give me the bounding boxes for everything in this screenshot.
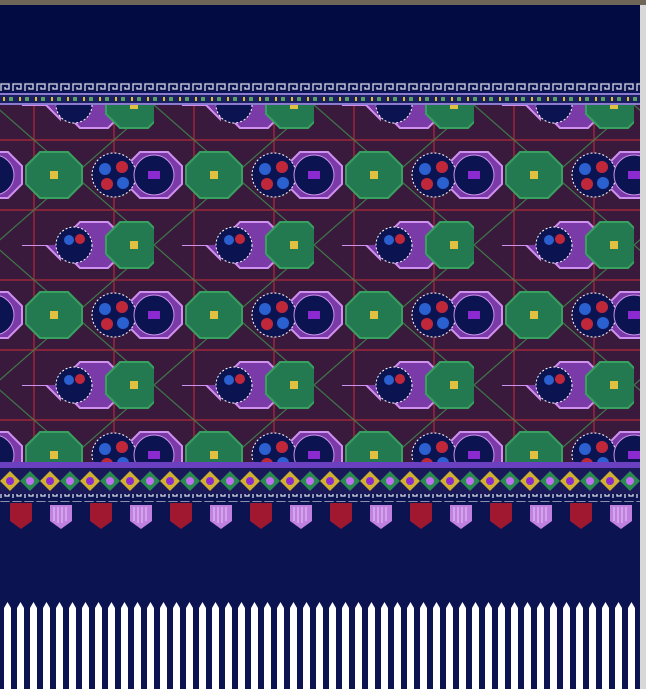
ornament-band xyxy=(0,468,646,494)
bottom-panel xyxy=(0,531,646,600)
stripe xyxy=(0,462,646,468)
top-edge xyxy=(0,0,646,5)
octagon-field xyxy=(0,105,646,462)
dot-band xyxy=(0,93,646,105)
fringe xyxy=(0,600,646,689)
tassels xyxy=(0,503,646,531)
key-border-lower xyxy=(0,494,646,502)
top-panel xyxy=(0,5,646,82)
key-border xyxy=(0,82,646,93)
right-edge xyxy=(640,5,646,689)
